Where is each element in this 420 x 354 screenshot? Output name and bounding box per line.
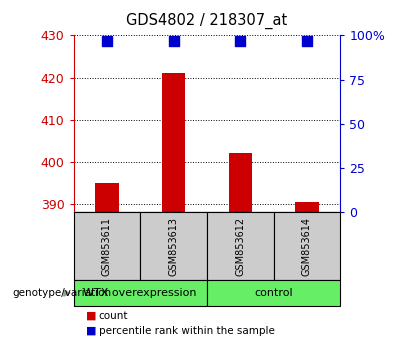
Bar xyxy=(74,212,140,280)
Point xyxy=(304,38,310,44)
Text: WTX overexpression: WTX overexpression xyxy=(84,288,197,298)
Text: ■: ■ xyxy=(86,326,97,336)
Text: GSM853613: GSM853613 xyxy=(168,217,178,275)
Text: percentile rank within the sample: percentile rank within the sample xyxy=(99,326,275,336)
Bar xyxy=(273,212,340,280)
Bar xyxy=(228,153,252,212)
Text: GDS4802 / 218307_at: GDS4802 / 218307_at xyxy=(126,12,287,29)
Text: genotype/variation: genotype/variation xyxy=(13,288,112,298)
Bar xyxy=(162,73,185,212)
Bar xyxy=(74,280,207,306)
Point xyxy=(170,38,177,44)
Bar xyxy=(295,202,318,212)
Bar xyxy=(207,212,273,280)
Text: count: count xyxy=(99,311,128,321)
Text: ■: ■ xyxy=(86,311,97,321)
Point xyxy=(237,38,244,44)
Text: GSM853611: GSM853611 xyxy=(102,217,112,275)
Text: GSM853612: GSM853612 xyxy=(235,216,245,276)
Text: GSM853614: GSM853614 xyxy=(302,217,312,275)
Bar xyxy=(140,212,207,280)
Bar xyxy=(207,280,340,306)
Bar xyxy=(95,183,118,212)
Point xyxy=(103,38,110,44)
Text: control: control xyxy=(254,288,293,298)
